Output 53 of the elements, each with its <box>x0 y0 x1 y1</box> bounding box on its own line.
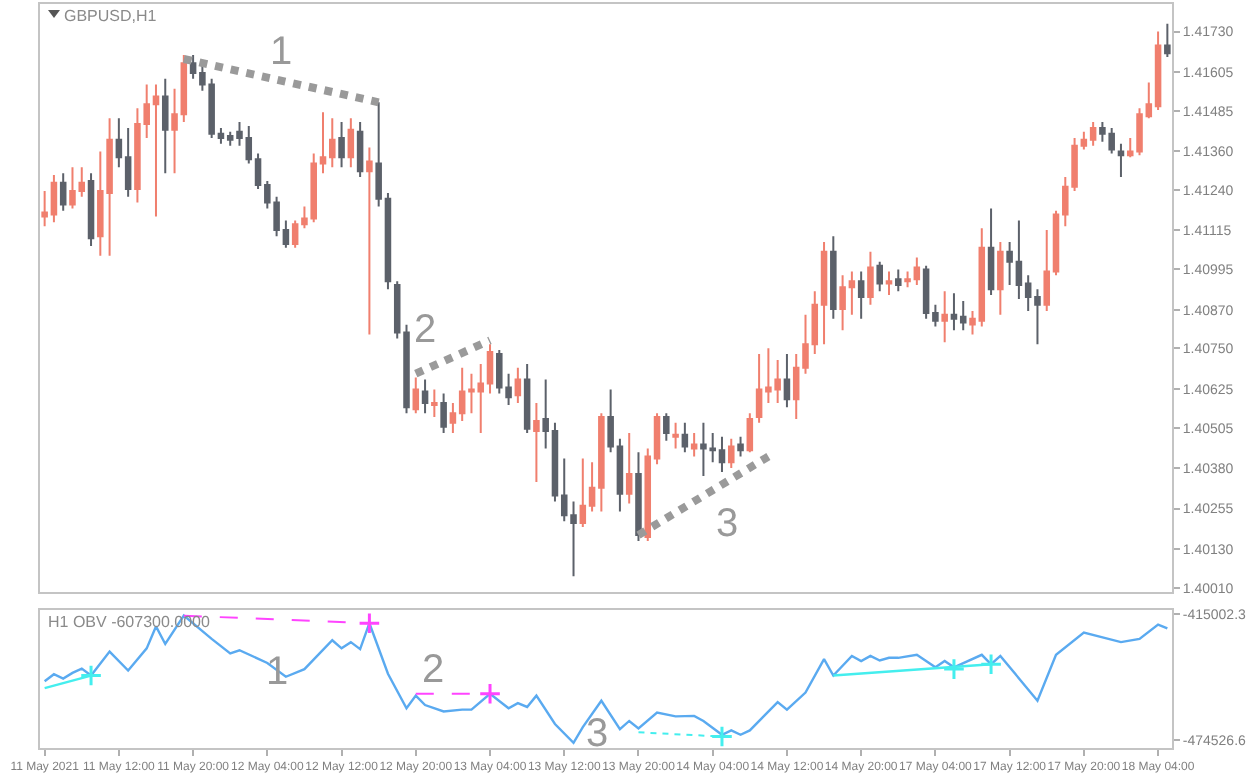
candlestick <box>1089 121 1097 147</box>
candlestick <box>727 437 735 470</box>
candlestick <box>783 352 791 409</box>
series-label: 2 <box>422 648 445 692</box>
candlestick <box>59 172 67 212</box>
point <box>942 657 966 681</box>
candlestick <box>87 172 95 247</box>
point <box>979 652 1003 676</box>
chart-title: GBPUSD,H1 <box>64 7 158 26</box>
point <box>358 611 381 635</box>
candlestick <box>690 431 698 458</box>
candlestick <box>347 117 355 169</box>
candlestick <box>579 457 587 528</box>
series-label: 2 <box>414 308 437 352</box>
series-label: 1 <box>270 30 293 74</box>
candlestick <box>440 392 447 434</box>
candlestick <box>820 241 828 346</box>
candlestick <box>356 121 364 179</box>
point <box>478 682 502 706</box>
candlestick <box>635 451 642 542</box>
candlestick <box>421 378 429 415</box>
candlestick <box>431 388 438 419</box>
series-label: 3 <box>586 712 609 756</box>
candlestick <box>987 207 995 297</box>
candlestick <box>533 402 540 484</box>
candlestick <box>737 435 744 458</box>
candlestick <box>830 235 837 320</box>
candlestick <box>1164 22 1171 59</box>
candlestick <box>1154 30 1162 112</box>
candlestick <box>681 421 689 454</box>
candlestick <box>959 299 967 332</box>
candlestick <box>746 412 754 454</box>
candlestick <box>857 270 865 320</box>
candlestick <box>885 270 893 297</box>
candlestick <box>412 376 420 415</box>
point <box>710 725 734 748</box>
candlestick <box>895 268 902 293</box>
candlestick <box>997 241 1004 316</box>
candlestick <box>338 121 345 169</box>
candlestick <box>124 126 132 198</box>
candlestick <box>867 250 874 306</box>
series-label: 3 <box>716 502 739 546</box>
candlestick <box>663 412 670 442</box>
candlestick <box>941 290 948 344</box>
line-series <box>43 614 1169 745</box>
candlestick <box>514 366 522 405</box>
candlestick <box>672 421 679 450</box>
candlestick <box>625 431 633 505</box>
candlestick <box>366 146 373 336</box>
candlestick <box>876 260 883 293</box>
candlestick <box>161 77 169 175</box>
candlestick <box>523 362 531 434</box>
point <box>79 664 103 687</box>
